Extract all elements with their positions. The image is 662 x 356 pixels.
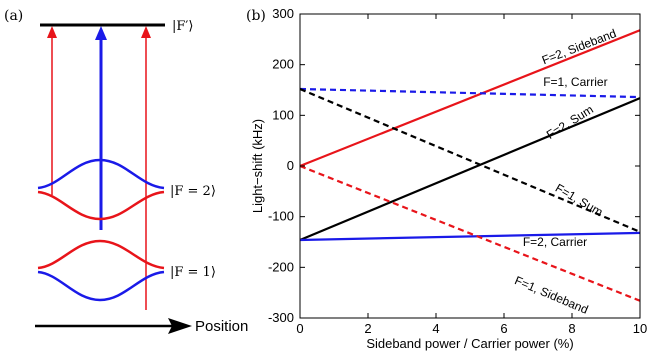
f2-blue-curve [37, 158, 165, 190]
panel-b-label: (b) [246, 8, 266, 24]
series-line-2 [299, 87, 641, 99]
x-tick-label: 6 [500, 321, 507, 336]
series-line-3 [299, 97, 641, 241]
y-tick-label: 0 [287, 158, 294, 173]
position-axis-arrow [35, 318, 192, 334]
x-tick-label: 0 [296, 321, 303, 336]
series-line-6 [299, 164, 641, 302]
x-tick-label: 8 [568, 321, 575, 336]
lower-level-label: |F = 1⟩ [170, 265, 216, 280]
x-tick-label: 2 [364, 321, 371, 336]
x-tick-label: 4 [432, 321, 439, 336]
blue-arrow-center [95, 26, 107, 230]
series-label-3: F=2, Sum [544, 102, 596, 142]
series-label-1: F=2, Sideband [540, 26, 618, 67]
position-axis-label: Position [195, 318, 248, 335]
y-tick-label: -300 [268, 310, 294, 325]
f2-red-curve [37, 190, 165, 221]
series-line-1 [299, 29, 641, 168]
y-axis-label: Light−shift (kHz) [250, 119, 265, 213]
plot-frame [299, 13, 641, 319]
f1-blue-curve [37, 270, 165, 302]
y-tick-label: -100 [268, 209, 294, 224]
y-tick-label: 200 [272, 57, 294, 72]
x-axis-label: Sideband power / Carrier power (%) [366, 336, 573, 351]
light-shift-chart: 0 2 4 6 8 10 -300 -200 -100 0 100 200 300 Sideband po… [250, 6, 647, 351]
panel-a-label: (a) [4, 8, 23, 24]
series-label-6: F=1, Sideband [513, 273, 591, 317]
red-arrow-right [141, 26, 151, 310]
x-tick-label: 10 [633, 321, 647, 336]
y-tick-label: 300 [272, 6, 294, 21]
excited-level-label: |F′⟩ [172, 19, 193, 34]
upper-level-label: |F = 2⟩ [170, 184, 216, 199]
series-line-4 [299, 87, 641, 233]
series-label-2: F=1, Carrier [543, 75, 607, 89]
panel-b: (b) 0 2 4 6 8 10 -300 -200 -100 0 100 200 300 Sideban… [246, 6, 647, 351]
y-tick-label: 100 [272, 107, 294, 122]
red-arrow-left [47, 26, 57, 195]
f1-red-curve [37, 239, 165, 270]
series-label-4: F=1, Sum [553, 181, 605, 219]
panel-a: (a) |F′⟩ |F = 2⟩ |F = 1⟩ Position [4, 8, 248, 335]
series-label-5: F=2, Carrier [523, 235, 587, 249]
y-tick-label: -200 [268, 259, 294, 274]
series-line-5 [299, 231, 641, 242]
